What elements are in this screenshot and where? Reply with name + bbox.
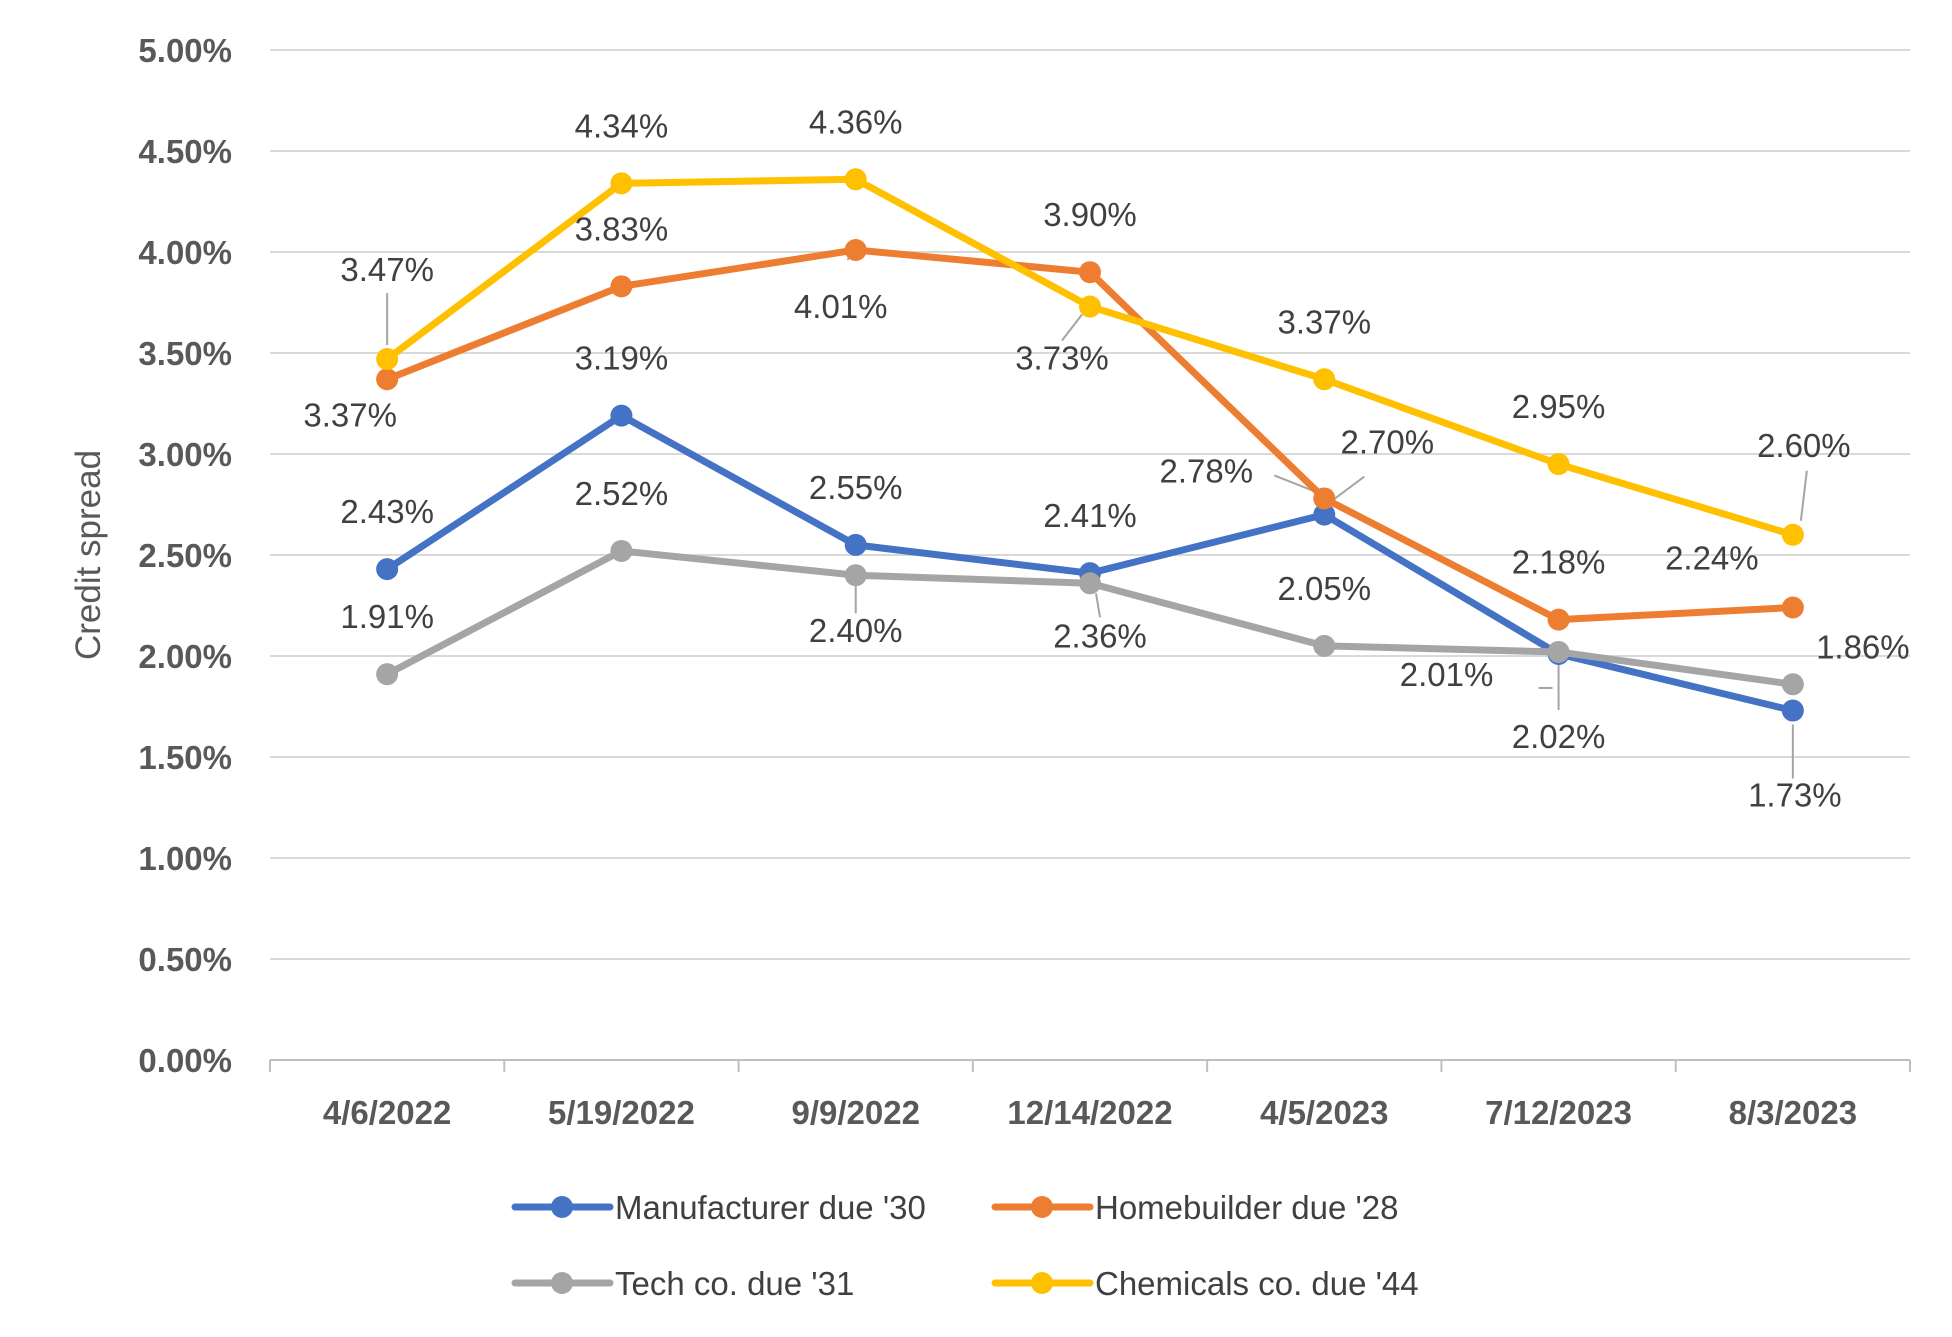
gridlines <box>270 49 1910 1061</box>
legend-label: Chemicals co. due '44 <box>1095 1265 1419 1302</box>
data-label: 3.73% <box>1015 340 1109 377</box>
legend-swatch-marker <box>551 1196 573 1218</box>
data-label: 3.37% <box>1277 303 1371 340</box>
data-label: 2.01% <box>1400 656 1494 693</box>
data-label: 1.91% <box>340 598 434 635</box>
data-label: 3.47% <box>340 251 434 288</box>
data-point <box>1547 640 1570 663</box>
legend-label: Manufacturer due '30 <box>615 1189 926 1226</box>
data-point <box>1313 503 1336 526</box>
data-point <box>1781 596 1804 619</box>
x-tick-label: 4/6/2022 <box>323 1094 451 1131</box>
data-label: 3.90% <box>1043 196 1137 233</box>
data-labels: 2.43% 3.19% 2.55% 2.41% 2.70% 2.01% 1.73% 3.37%… <box>303 103 1909 813</box>
data-label: 2.43% <box>340 493 434 530</box>
legend-swatch-marker <box>1031 1272 1053 1294</box>
data-label: 3.83% <box>575 210 669 247</box>
data-label: 2.36% <box>1053 617 1147 654</box>
y-tick-label: 2.00% <box>138 638 232 675</box>
data-point <box>1781 699 1804 722</box>
data-label: 2.52% <box>575 475 669 512</box>
data-point <box>844 238 867 261</box>
data-label: 3.19% <box>575 340 669 377</box>
y-tick-label: 0.50% <box>138 941 232 978</box>
y-tick-label: 4.00% <box>138 234 232 271</box>
x-tick-label: 9/9/2022 <box>791 1094 919 1131</box>
data-point <box>844 564 867 587</box>
data-point <box>1547 608 1570 631</box>
data-point <box>610 539 633 562</box>
data-point <box>610 172 633 195</box>
legend-swatch-marker <box>1031 1196 1053 1218</box>
x-tick-label: 5/19/2022 <box>548 1094 695 1131</box>
y-tick-label: 1.00% <box>138 840 232 877</box>
data-point <box>1781 673 1804 696</box>
legend: Manufacturer due '30 Homebuilder due '28 T… <box>511 1189 1419 1302</box>
data-label: 2.40% <box>809 612 903 649</box>
data-point <box>1079 572 1101 595</box>
data-label: 1.73% <box>1748 777 1842 814</box>
data-point <box>1781 523 1804 546</box>
data-point <box>376 368 399 391</box>
data-label: 2.02% <box>1512 718 1606 755</box>
legend-label: Homebuilder due '28 <box>1095 1189 1399 1226</box>
data-point <box>1313 634 1336 657</box>
data-point <box>844 168 867 191</box>
y-tick-label: 3.00% <box>138 436 232 473</box>
data-point <box>1079 295 1101 318</box>
data-label: 1.86% <box>1816 628 1910 665</box>
data-point <box>610 404 633 427</box>
y-tick-label: 0.00% <box>138 1042 232 1079</box>
data-label: 4.34% <box>575 107 669 144</box>
data-point <box>610 275 633 298</box>
leader-line <box>1273 474 1313 492</box>
data-point <box>376 348 399 371</box>
legend-swatch-marker <box>551 1272 573 1294</box>
series-lines <box>376 168 1804 722</box>
data-label: 2.18% <box>1512 544 1606 581</box>
data-point <box>1313 487 1336 510</box>
data-label: 2.05% <box>1277 570 1371 607</box>
data-label: 4.01% <box>794 288 888 325</box>
x-tick-label: 7/12/2023 <box>1485 1094 1632 1131</box>
y-tick-label: 3.50% <box>138 335 232 372</box>
x-tick-label: 4/5/2023 <box>1260 1094 1388 1131</box>
y-axis-label: Credit spread <box>69 450 108 660</box>
leader-line <box>1095 593 1101 618</box>
x-tick-label: 8/3/2023 <box>1729 1094 1857 1131</box>
data-label: 2.55% <box>809 469 903 506</box>
y-tick-label: 1.50% <box>138 739 232 776</box>
data-point <box>1079 261 1101 284</box>
data-point <box>376 663 399 686</box>
data-point <box>376 558 399 581</box>
data-label: 2.95% <box>1512 388 1606 425</box>
data-label: 2.78% <box>1159 452 1253 489</box>
y-tick-label: 2.50% <box>138 537 232 574</box>
data-point <box>1547 453 1570 476</box>
data-label: 3.37% <box>303 396 397 433</box>
data-point <box>1313 368 1336 391</box>
leader-line <box>1799 470 1808 521</box>
y-axis-ticks: 0.00% 0.50% 1.00% 1.50% 2.00% 2.50% 3.00% 3.50%… <box>138 32 232 1079</box>
data-label: 2.24% <box>1665 540 1759 577</box>
x-axis: 4/6/2022 5/19/2022 9/9/2022 12/14/2022 4/5/2… <box>269 1060 1911 1131</box>
data-label: 2.60% <box>1757 427 1851 464</box>
y-tick-label: 4.50% <box>138 133 232 170</box>
legend-label: Tech co. due '31 <box>615 1265 854 1302</box>
data-label: 2.41% <box>1043 497 1137 534</box>
data-label: 4.36% <box>809 103 903 140</box>
data-point <box>844 533 867 556</box>
x-tick-label: 12/14/2022 <box>1007 1094 1172 1131</box>
y-tick-label: 5.00% <box>138 32 232 69</box>
data-label: 2.70% <box>1340 424 1434 461</box>
leader-line <box>1061 313 1083 342</box>
